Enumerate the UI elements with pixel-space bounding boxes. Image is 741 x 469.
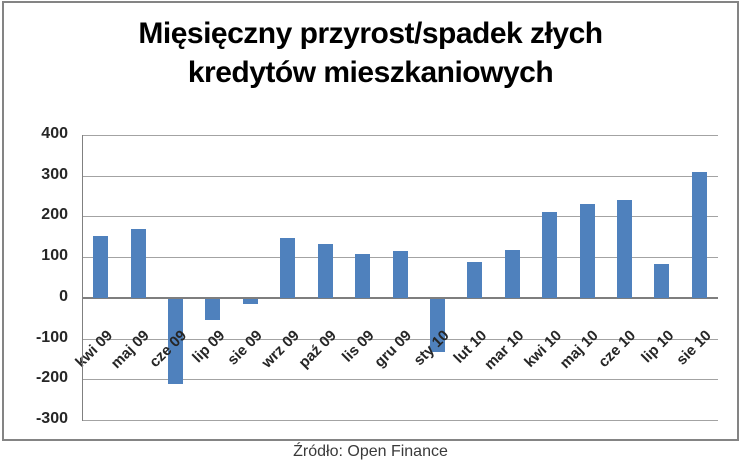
bar-kwi-10 [542, 212, 558, 298]
chart-title-line2: kredytów mieszkaniowych [187, 56, 554, 89]
plot-area: kwi 09 maj 09 cze 09 lip 09 sie 09 wrz 09 paź … [72, 135, 718, 421]
x-tick-label-kwi-10: kwi 10 [520, 326, 565, 371]
bar-cze-09 [168, 298, 184, 385]
chart-title: Mięsięczny przyrost/spadek złych kredytó… [0, 14, 741, 92]
y-tick-label-100: 100 [41, 247, 68, 265]
x-tick-label-paź-09: paź 09 [295, 326, 341, 372]
x-tick-label-lip-09: lip 09 [188, 326, 228, 366]
y-tick-label--100: -100 [35, 328, 68, 346]
gridline--300 [82, 420, 718, 421]
y-tick-label--300: -300 [35, 410, 68, 427]
x-tick-label-maj-09: maj 09 [108, 326, 154, 372]
x-tick-label-gru-09: gru 09 [371, 326, 416, 371]
chart-frame [2, 1, 739, 441]
bar-maj-10 [579, 204, 595, 298]
x-tick-label-sie-10: sie 10 [672, 326, 715, 369]
gridline--100 [82, 338, 718, 340]
bar-lis-09 [355, 254, 371, 298]
bar-kwi-09 [93, 235, 109, 298]
zero-axis-line [82, 296, 718, 299]
source-caption: Źródło: Open Finance [293, 443, 448, 460]
bar-lip-10 [654, 264, 670, 298]
bar-mar-10 [504, 249, 520, 298]
bar-sty-10 [429, 298, 445, 352]
x-tick-label-maj-10: maj 10 [557, 326, 603, 372]
bar-lut-10 [467, 262, 483, 298]
bar-sie-09 [242, 298, 258, 305]
bar-paź-09 [317, 244, 333, 298]
gridline-400 [82, 135, 718, 136]
y-tick-label--200: -200 [35, 369, 68, 387]
y-axis-line [82, 135, 83, 421]
bar-cze-10 [616, 200, 632, 298]
gridline--200 [82, 379, 718, 381]
y-tick-label-200: 200 [41, 206, 68, 224]
bar-maj-09 [130, 228, 146, 298]
y-tick-label-400: 400 [41, 125, 68, 142]
bar-wrz-09 [280, 238, 296, 298]
x-tick-label-cze-10: cze 10 [595, 326, 640, 371]
bar-sie-10 [691, 171, 707, 298]
bar-gru-09 [392, 251, 408, 298]
gridline-200 [82, 216, 718, 218]
x-tick-label-mar-10: mar 10 [481, 326, 528, 374]
x-tick-label-sie-09: sie 09 [223, 326, 266, 369]
x-tick-label-lip-10: lip 10 [637, 326, 677, 366]
chart-title-line1: Mięsięczny przyrost/spadek złych [138, 17, 603, 50]
x-tick-label-wrz-09: wrz 09 [258, 326, 303, 372]
y-tick-label-0: 0 [59, 287, 68, 305]
bar-lip-09 [205, 298, 221, 320]
y-tick-label-300: 300 [41, 165, 68, 183]
gridline-300 [82, 175, 718, 177]
